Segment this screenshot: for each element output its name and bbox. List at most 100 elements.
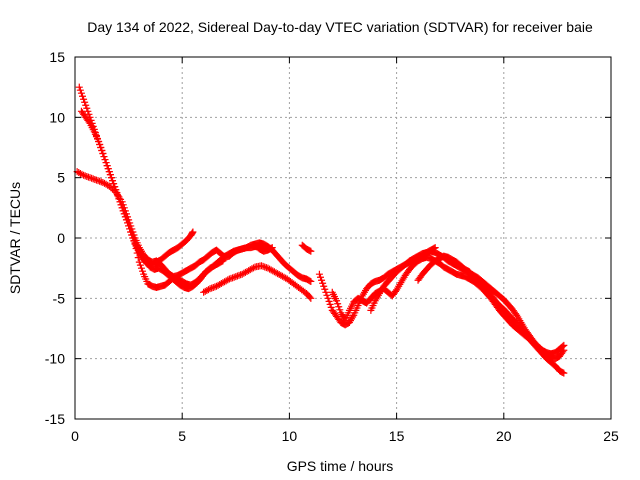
data-point: [135, 258, 143, 266]
marks-layer: [73, 83, 568, 377]
data-point: [209, 283, 217, 291]
data-point: [559, 369, 567, 377]
data-point: [431, 244, 439, 252]
y-tick-label: 10: [49, 109, 65, 125]
data-point: [99, 150, 107, 158]
data-point: [237, 271, 245, 279]
data-point: [86, 174, 94, 182]
data-point: [134, 254, 142, 262]
data-point: [106, 171, 114, 179]
ticks-layer: 0 5 10 15 20 25 -15 -10 -5 0 5 10 15: [45, 49, 619, 444]
series-track-k: [414, 252, 568, 358]
data-point: [96, 177, 104, 185]
y-tick-label: -5: [53, 290, 66, 306]
data-point: [235, 271, 243, 279]
data-point: [76, 86, 84, 94]
data-point: [82, 101, 90, 109]
data-point: [125, 216, 133, 224]
data-point: [92, 176, 100, 184]
data-point: [103, 162, 111, 170]
data-point: [88, 174, 96, 182]
data-point: [560, 341, 568, 349]
chart-title: Day 134 of 2022, Sidereal Day-to-day VTE…: [87, 19, 593, 35]
data-point: [136, 261, 144, 269]
data-point: [249, 264, 257, 272]
data-point: [206, 285, 214, 293]
data-point: [94, 177, 102, 185]
data-point: [102, 159, 110, 167]
data-point: [83, 104, 91, 112]
data-point: [208, 284, 216, 292]
y-tick-label: 15: [49, 49, 65, 65]
data-point: [130, 231, 138, 239]
data-point: [189, 228, 197, 236]
data-point: [83, 172, 91, 180]
data-point: [78, 170, 86, 178]
data-point: [105, 168, 113, 176]
data-point: [122, 210, 130, 218]
x-tick-label: 10: [282, 428, 298, 444]
data-point: [127, 222, 135, 230]
x-axis-label: GPS time / hours: [287, 458, 394, 474]
data-point: [259, 262, 267, 270]
data-point: [225, 275, 233, 283]
series-track-g: [298, 241, 315, 255]
data-point: [84, 107, 92, 115]
data-point: [334, 300, 342, 308]
data-point: [126, 219, 134, 227]
data-point: [131, 240, 139, 248]
y-axis-label: SDTVAR / TECUs: [7, 182, 23, 294]
data-point: [105, 182, 113, 190]
series-track-e: [200, 262, 315, 302]
data-point: [80, 171, 88, 179]
x-tick-label: 5: [178, 428, 186, 444]
data-point: [85, 118, 93, 126]
data-point: [110, 180, 118, 188]
data-point: [132, 245, 140, 253]
data-point: [307, 294, 315, 302]
data-point: [224, 276, 232, 284]
data-point: [325, 297, 333, 305]
data-point: [229, 274, 237, 282]
data-point: [107, 184, 115, 192]
data-point: [318, 276, 326, 284]
data-point: [89, 175, 97, 183]
data-point: [91, 175, 99, 183]
data-point: [267, 244, 275, 252]
data-point: [258, 262, 266, 270]
x-tick-label: 15: [389, 428, 405, 444]
data-point: [327, 303, 335, 311]
data-point: [120, 204, 128, 212]
data-point: [77, 89, 85, 97]
data-point: [80, 95, 88, 103]
data-point: [96, 140, 104, 148]
data-point: [560, 369, 568, 377]
data-point: [307, 247, 315, 255]
data-point: [128, 225, 136, 233]
data-point: [124, 213, 132, 221]
data-point: [321, 285, 329, 293]
data-point: [118, 198, 126, 206]
data-point: [227, 274, 235, 282]
data-point: [75, 83, 83, 91]
data-point: [204, 286, 212, 294]
data-point: [119, 201, 127, 209]
data-point: [319, 279, 327, 287]
series-track-c: [73, 168, 315, 285]
data-point: [109, 177, 117, 185]
x-tick-label: 0: [71, 428, 79, 444]
data-point: [79, 92, 87, 100]
data-point: [306, 293, 314, 301]
data-point: [322, 288, 330, 296]
data-point: [430, 244, 438, 252]
data-point: [129, 228, 137, 236]
data-point: [315, 270, 323, 278]
data-point: [81, 172, 89, 180]
series-track-j: [367, 244, 439, 314]
data-point: [262, 264, 270, 272]
data-point: [324, 294, 332, 302]
data-point: [104, 165, 112, 173]
data-point: [121, 207, 129, 215]
